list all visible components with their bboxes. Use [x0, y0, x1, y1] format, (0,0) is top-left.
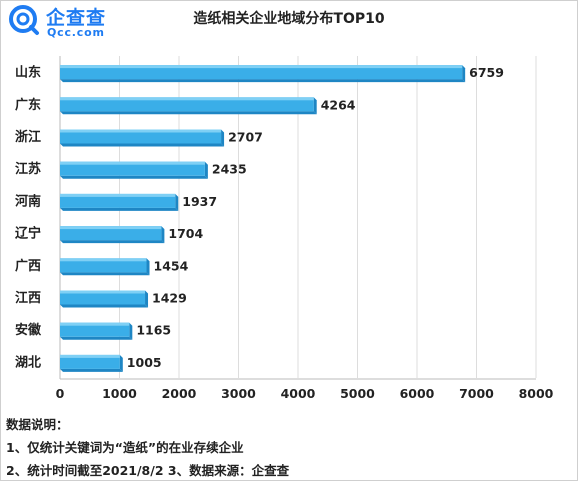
bar-side	[119, 354, 123, 372]
data-notes: 数据说明： 1、仅统计关键词为“造纸”的在业存续企业 2、统计时间截至2021/…	[6, 413, 289, 482]
x-tick-label: 7000	[459, 386, 494, 401]
bar	[60, 290, 146, 305]
category-label: 河南	[15, 193, 41, 209]
category-label: 辽宁	[15, 226, 41, 242]
bar-side	[204, 161, 208, 179]
data-label: 1704	[168, 226, 203, 241]
bar-highlight	[60, 354, 120, 358]
category-label: 山东	[15, 65, 41, 81]
category-label: 广东	[15, 97, 41, 113]
x-tick-label: 6000	[400, 386, 435, 401]
bar-shadow	[60, 272, 150, 276]
chart-title: 造纸相关企业地域分布TOP10	[193, 11, 385, 27]
data-label: 1454	[154, 258, 189, 273]
bar	[60, 193, 176, 208]
data-label: 2435	[212, 162, 247, 177]
brand-name-cn: 企查查	[46, 7, 107, 29]
bar-shadow	[60, 336, 133, 340]
notes-line-2: 2、统计时间截至2021/8/2 3、数据来源：企查查	[6, 463, 290, 478]
bar-highlight	[60, 97, 314, 101]
bar	[60, 129, 222, 144]
data-label: 2707	[228, 130, 263, 145]
data-label: 1005	[127, 355, 162, 370]
bar-side	[146, 258, 150, 276]
bar	[60, 65, 463, 80]
bar-side	[145, 290, 149, 308]
category-label: 江西	[15, 290, 41, 306]
bar-shadow	[60, 304, 149, 308]
bar-highlight	[60, 161, 205, 165]
bar-shadow	[60, 111, 317, 115]
bar-shadow	[60, 79, 466, 83]
bar	[60, 322, 130, 337]
bar	[60, 226, 162, 241]
bar-shadow	[60, 143, 225, 147]
x-tick-label: 8000	[519, 386, 554, 401]
data-label: 1937	[182, 194, 217, 209]
brand-name-en: Qcc.com	[47, 26, 105, 39]
category-label: 广西	[15, 258, 41, 274]
x-tick-label: 5000	[340, 386, 375, 401]
bar	[60, 97, 314, 112]
bar-shadow	[60, 368, 123, 372]
data-label: 6759	[469, 65, 504, 80]
bar-highlight	[60, 322, 130, 326]
x-tick-label: 1000	[102, 386, 137, 401]
bar	[60, 354, 120, 369]
bar-side	[129, 322, 133, 340]
category-label: 安徽	[15, 322, 42, 338]
notes-line-1: 1、仅统计关键词为“造纸”的在业存续企业	[6, 440, 244, 455]
bar-highlight	[60, 258, 147, 262]
category-label: 浙江	[15, 129, 41, 145]
category-label: 湖北	[15, 355, 41, 370]
bar-highlight	[60, 129, 222, 133]
x-tick-label: 3000	[221, 386, 256, 401]
category-label: 江苏	[15, 161, 41, 177]
bar-highlight	[60, 193, 176, 197]
bar-shadow	[60, 175, 208, 179]
bar-shadow	[60, 207, 179, 211]
bar-highlight	[60, 290, 146, 294]
data-label: 1165	[136, 323, 171, 338]
bar-shadow	[60, 240, 165, 244]
bar-side	[462, 65, 466, 83]
bar-highlight	[60, 65, 463, 69]
x-tick-label: 0	[56, 386, 65, 401]
x-tick-label: 2000	[162, 386, 197, 401]
notes-heading: 数据说明：	[6, 417, 69, 432]
bar-side	[175, 193, 179, 211]
x-tick-label: 4000	[281, 386, 316, 401]
bar	[60, 161, 205, 176]
data-label: 4264	[321, 97, 356, 112]
bar-side	[313, 97, 317, 115]
qcc-logo-icon	[9, 5, 39, 35]
bar-side	[161, 226, 165, 244]
data-label: 1429	[152, 291, 187, 306]
bar-side	[221, 129, 225, 147]
bar	[60, 258, 147, 273]
bar-highlight	[60, 226, 162, 230]
